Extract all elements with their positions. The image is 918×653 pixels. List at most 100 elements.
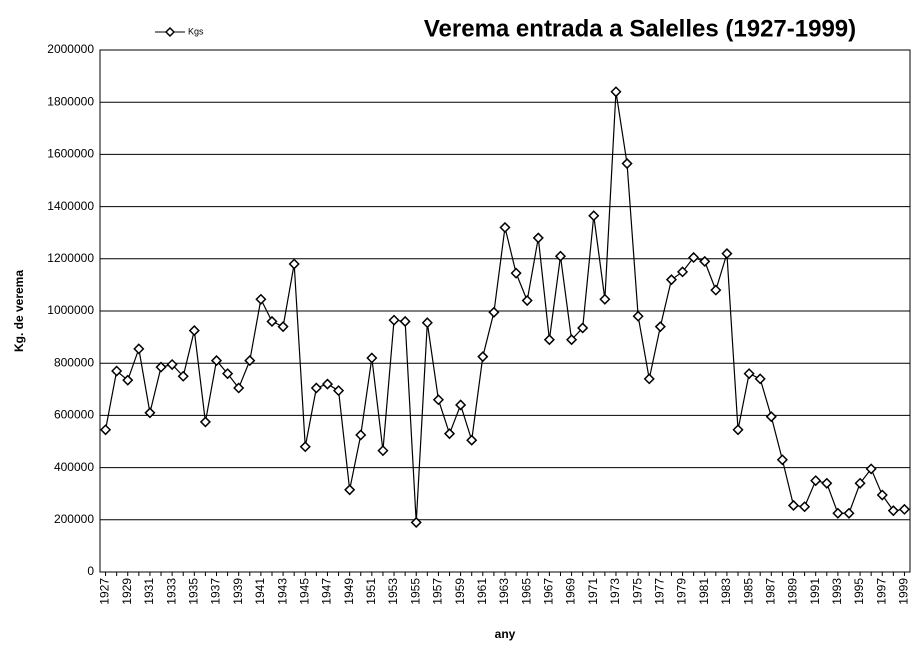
marker	[799, 501, 811, 513]
x-tick-label: 1937	[209, 578, 223, 605]
marker	[543, 334, 555, 346]
marker	[743, 368, 755, 380]
x-tick-label: 1949	[342, 578, 356, 605]
marker	[632, 310, 644, 322]
x-tick-label: 1933	[164, 578, 178, 605]
marker	[499, 221, 511, 234]
marker	[599, 293, 611, 305]
y-tick-label: 1400000	[47, 199, 94, 213]
marker	[455, 399, 467, 411]
marker	[155, 361, 167, 373]
marker	[99, 424, 112, 436]
marker	[588, 210, 600, 222]
x-tick-label: 1957	[431, 578, 445, 605]
marker	[754, 373, 766, 385]
marker	[277, 321, 289, 333]
marker	[887, 505, 899, 517]
marker	[177, 370, 189, 382]
marker	[477, 351, 489, 363]
marker	[654, 321, 666, 333]
x-tick-label: 1939	[231, 578, 245, 605]
marker	[144, 407, 156, 419]
x-tick-label: 1929	[120, 578, 134, 605]
chart-title: Verema entrada a Salelles (1927-1999)	[424, 15, 856, 42]
x-tick-label: 1987	[763, 578, 777, 605]
marker	[432, 394, 444, 406]
marker	[321, 378, 334, 390]
marker	[577, 322, 589, 334]
y-tick-label: 800000	[54, 355, 94, 369]
marker	[344, 484, 356, 496]
y-tick-label: 0	[87, 564, 94, 578]
marker	[521, 294, 533, 307]
x-tick-label: 1991	[808, 578, 822, 605]
marker	[566, 334, 578, 346]
marker	[688, 251, 700, 264]
x-tick-label: 1947	[320, 578, 334, 605]
marker	[111, 365, 123, 377]
x-tick-label: 1953	[386, 578, 400, 605]
x-tick-label: 1989	[786, 578, 800, 605]
x-tick-label: 1965	[519, 578, 533, 605]
marker	[210, 355, 223, 367]
marker	[166, 358, 178, 371]
marker	[199, 416, 211, 428]
marker	[443, 428, 456, 440]
marker	[787, 499, 800, 512]
y-tick-label: 400000	[54, 460, 94, 474]
x-tick-label: 1927	[98, 578, 112, 605]
x-tick-label: 1971	[586, 578, 600, 605]
y-tick-label: 1000000	[47, 303, 94, 317]
marker	[843, 507, 855, 519]
marker	[222, 368, 234, 380]
legend-label: Kgs	[188, 26, 204, 36]
marker	[233, 382, 245, 394]
x-tick-label: 1935	[186, 578, 200, 605]
x-tick-label: 1967	[542, 578, 556, 605]
marker	[532, 232, 544, 244]
marker	[776, 454, 788, 466]
marker	[721, 248, 733, 260]
marker	[288, 258, 300, 270]
marker	[710, 284, 722, 296]
x-axis-label: any	[495, 627, 516, 641]
marker	[821, 477, 833, 489]
marker	[133, 343, 145, 355]
marker	[510, 267, 522, 279]
marker	[122, 374, 134, 386]
marker	[765, 411, 777, 423]
x-tick-label: 1945	[297, 578, 311, 605]
x-tick-label: 1999	[897, 578, 911, 605]
marker	[610, 86, 622, 98]
marker	[643, 373, 655, 385]
marker	[377, 445, 389, 457]
x-tick-label: 1961	[475, 578, 489, 605]
y-tick-label: 1600000	[47, 147, 94, 161]
marker	[554, 250, 567, 262]
x-tick-label: 1931	[142, 578, 156, 605]
y-tick-label: 600000	[54, 408, 94, 422]
x-tick-label: 1973	[608, 578, 622, 605]
marker	[676, 266, 689, 278]
marker	[299, 441, 311, 453]
marker	[388, 314, 400, 326]
marker	[266, 315, 278, 328]
marker	[355, 429, 367, 441]
marker	[665, 274, 677, 286]
x-tick-label: 1979	[675, 578, 689, 605]
x-tick-label: 1951	[364, 578, 378, 605]
x-tick-label: 1955	[408, 578, 422, 605]
marker	[621, 157, 633, 170]
x-tick-label: 1995	[852, 578, 866, 605]
marker	[310, 382, 322, 394]
x-tick-label: 1975	[630, 578, 644, 605]
y-tick-label: 1800000	[47, 94, 94, 108]
marker	[488, 306, 500, 318]
y-axis-label: Kg. de verema	[12, 270, 26, 352]
marker	[410, 516, 422, 528]
marker	[898, 503, 911, 515]
marker	[366, 352, 378, 364]
marker	[810, 475, 822, 487]
marker	[188, 325, 200, 337]
